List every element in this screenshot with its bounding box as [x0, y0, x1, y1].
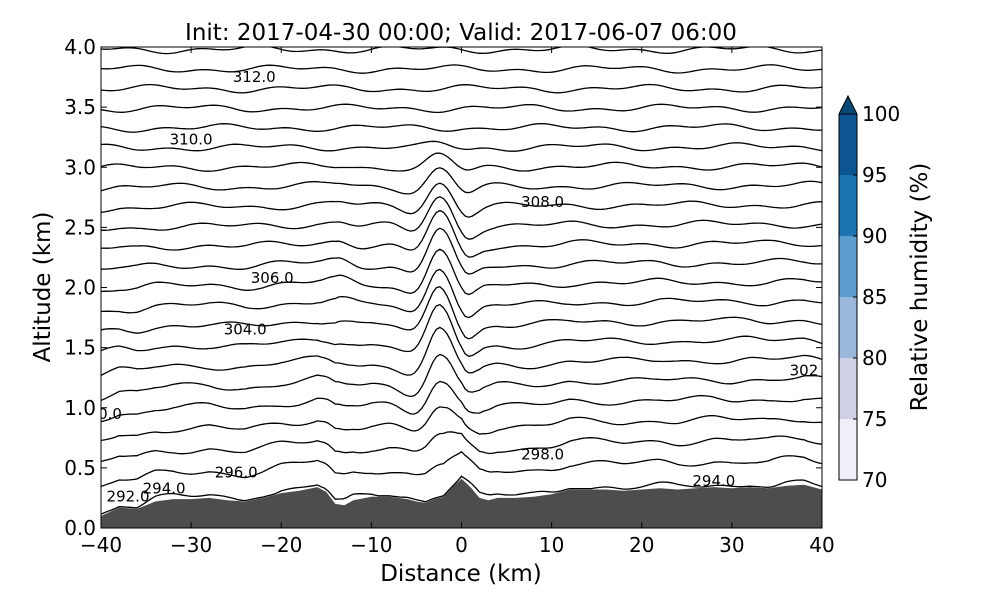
contour-line-307 [101, 167, 822, 195]
contour-label: 298.0 [521, 446, 564, 464]
x-tick-label: 0 [455, 533, 468, 557]
contour-line-310 [101, 122, 822, 133]
contour-line-309 [101, 140, 822, 152]
y-tick-label: 1.0 [64, 396, 96, 420]
contour-line-301 [101, 268, 822, 319]
contour-line-308 [101, 152, 822, 172]
contour-line-306 [101, 182, 822, 218]
colorbar: 70 75 80 85 90 95 100 [838, 94, 900, 492]
contour-label: 294.0 [143, 479, 186, 497]
colorbar-tick-label: 90 [862, 224, 887, 248]
contour-line-297 [101, 353, 822, 401]
y-tick-label: 3.0 [64, 155, 96, 179]
colorbar-tick-label: 70 [862, 468, 887, 492]
contour-line-311 [101, 103, 822, 114]
y-axis-label: Altitude (km) [30, 212, 56, 363]
contour-label: 0.0 [98, 405, 122, 423]
plot-area: 292.0294.0296.00.0298.0294.0302304.0306.… [64, 35, 835, 557]
colorbar-tick-label: 80 [862, 346, 887, 370]
x-tick-label: −30 [170, 533, 212, 557]
contour-line-294 [101, 431, 822, 463]
y-tick-label: 0.0 [64, 516, 96, 540]
contour-label: 294.0 [692, 472, 735, 490]
contour-label: 310.0 [170, 131, 213, 149]
x-tick-label: 10 [539, 533, 564, 557]
colorbar-segment [839, 358, 857, 419]
chart-title: Init: 2017-04-30 00:00; Valid: 2017-06-0… [185, 20, 737, 46]
contour-line-296 [101, 380, 822, 423]
x-tick-label: 40 [809, 533, 834, 557]
contour-label: 306.0 [251, 269, 294, 287]
contour-label: 308.0 [521, 193, 564, 211]
y-tick-label: 3.5 [64, 95, 96, 119]
colorbar-segment [839, 236, 857, 297]
x-tick-label: −10 [350, 533, 392, 557]
contour-line-304 [101, 209, 822, 258]
contour-line-299 [101, 303, 822, 357]
colorbar-tick-label: 100 [862, 102, 900, 126]
colorbar-tick-label: 75 [862, 407, 887, 431]
contour-label: 312.0 [233, 68, 276, 86]
colorbar-tick-label: 95 [862, 163, 887, 187]
contour-line-303 [101, 227, 822, 275]
contour-labels: 292.0294.0296.00.0298.0294.0302304.0306.… [98, 68, 819, 506]
x-axis-label: Distance (km) [380, 561, 542, 587]
x-axis: −40 −30 −20 −10 0 10 20 30 40 [80, 47, 835, 557]
colorbar-extend-arrow [838, 94, 858, 115]
y-tick-label: 0.5 [64, 456, 96, 480]
y-tick-label: 2.0 [64, 276, 96, 300]
contour-line-302 [101, 248, 822, 296]
colorbar-segment [839, 114, 857, 175]
x-tick-label: −20 [260, 533, 302, 557]
contour-label: 292.0 [107, 488, 150, 506]
theta-contours [101, 47, 822, 515]
colorbar-label: Relative humidity (%) [907, 163, 933, 412]
colorbar-segment [839, 297, 857, 358]
contour-label: 296.0 [215, 464, 258, 482]
contour-line-305 [101, 195, 822, 240]
terrain [101, 478, 822, 528]
contour-line-300 [101, 285, 822, 340]
colorbar-tick-label: 85 [862, 285, 887, 309]
y-axis: 0.0 0.5 1.0 1.5 2.0 2.5 3.0 3.5 4.0 [64, 35, 822, 540]
x-tick-label: 30 [719, 533, 744, 557]
x-tick-label: −40 [80, 533, 122, 557]
contour-line-298 [101, 326, 822, 376]
y-tick-label: 4.0 [64, 35, 96, 59]
x-tick-label: 20 [629, 533, 654, 557]
contour-line-312 [101, 83, 822, 94]
contour-line-292 [101, 475, 822, 515]
colorbar-segment [839, 175, 857, 236]
contour-line-295 [101, 406, 822, 442]
y-tick-label: 1.5 [64, 336, 96, 360]
colorbar-segment [839, 419, 857, 480]
contour-line-293 [101, 450, 822, 488]
contour-label: 304.0 [224, 321, 267, 339]
y-tick-label: 2.5 [64, 215, 96, 239]
contour-label: 302 [790, 361, 819, 379]
contour-line-313 [101, 64, 822, 74]
